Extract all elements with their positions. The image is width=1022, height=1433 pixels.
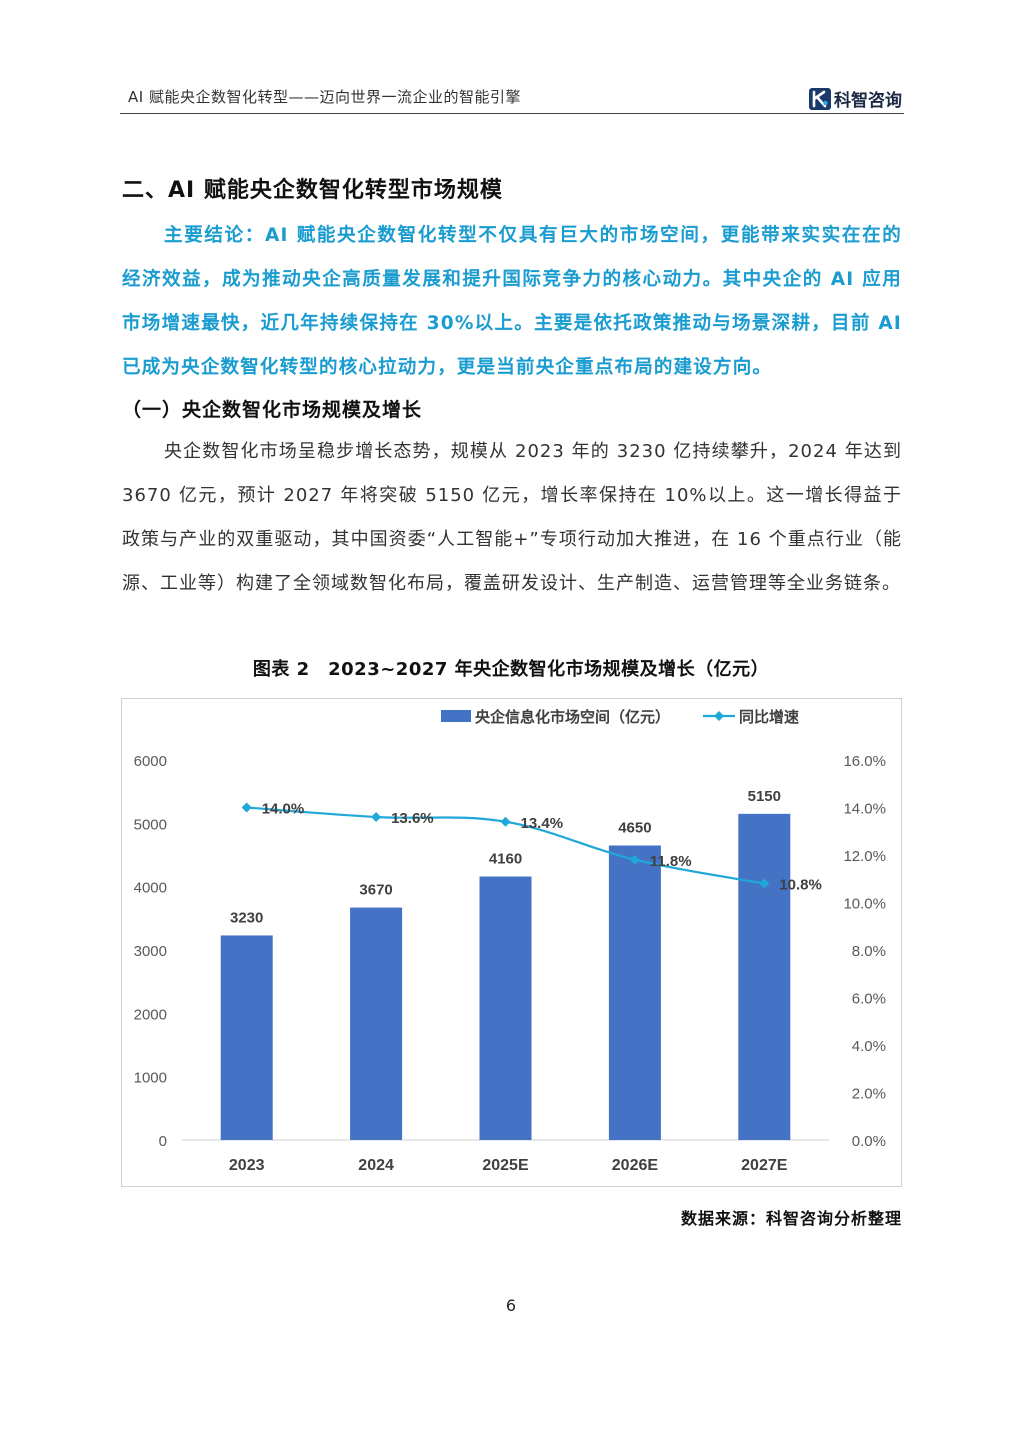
key-conclusion: 主要结论：AI 赋能央企数智化转型不仅具有巨大的市场空间，更能带来实实在在的经济… bbox=[122, 225, 902, 378]
brand-logo-icon bbox=[809, 87, 831, 110]
bar-data-label: 3230 bbox=[230, 909, 263, 926]
legend-bar-label: 央企信息化市场空间（亿元） bbox=[475, 708, 670, 726]
chart-frame bbox=[121, 698, 902, 1187]
x-axis-tick-label: 2027E bbox=[741, 1157, 788, 1174]
x-axis-tick-label: 2024 bbox=[358, 1157, 394, 1174]
right-axis-tick-label: 10.0% bbox=[843, 896, 886, 913]
x-axis-tick-label: 2023 bbox=[229, 1157, 265, 1174]
left-axis-tick-label: 4000 bbox=[134, 880, 167, 897]
right-axis-tick-label: 6.0% bbox=[852, 991, 886, 1008]
chart-bar bbox=[479, 876, 532, 1140]
bar-data-label: 5150 bbox=[748, 788, 781, 805]
right-axis-tick-label: 4.0% bbox=[852, 1038, 886, 1055]
chart-bar bbox=[220, 935, 273, 1140]
subsection-title: （一）央企数智化市场规模及增长 bbox=[122, 399, 423, 421]
page-number: 6 bbox=[505, 1296, 517, 1315]
line-data-label: 13.6% bbox=[391, 810, 434, 827]
line-data-label: 10.8% bbox=[779, 877, 822, 894]
brand-logo-text: 科智咨询 bbox=[834, 91, 902, 111]
figure-caption: 图表 2 2023~2027 年央企数智化市场规模及增长（亿元） bbox=[252, 659, 770, 680]
growth-rate-point bbox=[371, 812, 382, 822]
right-axis-tick-label: 16.0% bbox=[843, 753, 886, 770]
right-axis-tick-label: 2.0% bbox=[852, 1086, 886, 1103]
left-axis-tick-label: 5000 bbox=[134, 816, 167, 833]
brand-logo: 科智咨询 bbox=[809, 86, 902, 111]
bar-data-label: 4650 bbox=[618, 820, 651, 837]
right-axis-tick-label: 12.0% bbox=[843, 848, 886, 865]
running-title: AI 赋能央企数智化转型——迈向世界一流企业的智能引擎 bbox=[128, 88, 521, 106]
left-axis-tick-label: 0 bbox=[159, 1133, 167, 1150]
header-rule bbox=[120, 113, 904, 114]
x-axis-tick-label: 2026E bbox=[612, 1157, 659, 1174]
growth-rate-point bbox=[759, 878, 770, 889]
bar-data-label: 4160 bbox=[489, 851, 522, 868]
line-data-label: 13.4% bbox=[521, 815, 564, 832]
right-axis-tick-label: 0.0% bbox=[852, 1133, 886, 1150]
chart-bar bbox=[350, 907, 403, 1140]
left-axis-tick-label: 6000 bbox=[134, 753, 167, 770]
x-axis-tick-label: 2025E bbox=[482, 1157, 529, 1174]
section-title: 二、AI 赋能央企数智化转型市场规模 bbox=[122, 178, 503, 203]
market-size-chart: 0 1000 2000 3000 4000 5000 6000 0.0% 2.0% 4.0% 6.0… bbox=[134, 708, 886, 1174]
legend-line-marker bbox=[714, 711, 724, 721]
legend-bar-swatch bbox=[441, 710, 471, 722]
bar-data-label: 3670 bbox=[359, 882, 392, 899]
left-axis-tick-label: 2000 bbox=[134, 1006, 167, 1023]
body-paragraph: 央企数智化市场呈稳步增长态势，规模从 2023 年的 3230 亿持续攀升，20… bbox=[122, 441, 902, 594]
legend-line-label: 同比增速 bbox=[739, 708, 799, 726]
right-axis-tick-label: 8.0% bbox=[852, 943, 886, 960]
left-axis-tick-label: 1000 bbox=[134, 1070, 167, 1087]
line-data-label: 11.8% bbox=[650, 853, 692, 870]
left-axis-tick-label: 3000 bbox=[134, 943, 167, 960]
growth-rate-point bbox=[500, 816, 511, 827]
line-data-label: 14.0% bbox=[262, 801, 305, 818]
growth-rate-point bbox=[241, 802, 252, 813]
data-source: 数据来源：科智咨询分析整理 bbox=[680, 1209, 902, 1228]
growth-rate-point bbox=[629, 854, 640, 865]
chart-bar bbox=[738, 813, 791, 1140]
chart-bar bbox=[608, 845, 661, 1140]
right-axis-tick-label: 14.0% bbox=[843, 801, 886, 818]
